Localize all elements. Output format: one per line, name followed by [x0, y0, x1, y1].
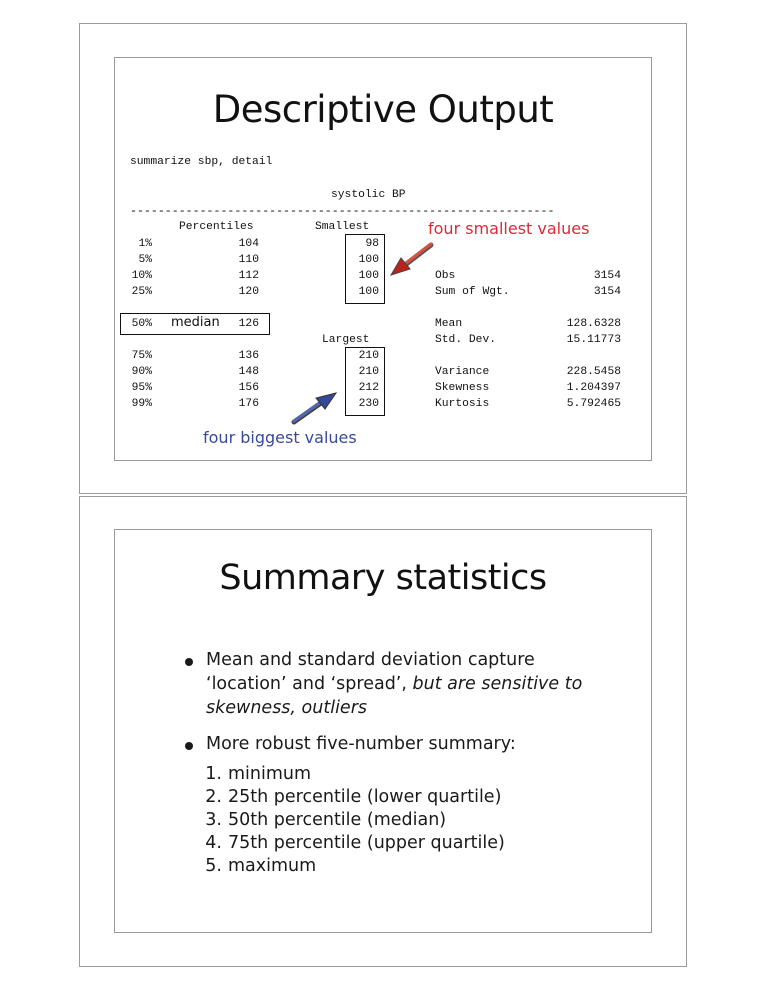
annotation-largest: four biggest values: [203, 428, 357, 447]
smallest-value: 100: [358, 286, 379, 298]
stat-name: Variance: [435, 366, 490, 378]
slide-1: Descriptive Output summarize sbp, detail…: [114, 57, 652, 461]
median-pct-label: 50%: [131, 318, 152, 330]
pct-label: 90%: [131, 366, 152, 378]
stat-value: 15.11773: [566, 334, 621, 346]
pct-value: 120: [238, 286, 259, 298]
stat-value: 228.5458: [566, 366, 621, 378]
smallest-value: 100: [358, 254, 379, 266]
list-item: 25th percentile (lower quartile): [228, 787, 502, 807]
pct-value: 104: [238, 238, 259, 250]
pct-label: 1%: [138, 238, 152, 250]
pct-label: 99%: [131, 398, 152, 410]
bullet-icon: [185, 742, 193, 750]
largest-value: 230: [358, 398, 379, 410]
list-number: 5.: [205, 856, 222, 876]
bullet-1-line-1: Mean and standard deviation capture: [206, 650, 535, 670]
largest-value: 210: [358, 350, 379, 362]
list-item: minimum: [228, 764, 312, 784]
list-number: 1.: [205, 764, 222, 784]
pct-label: 25%: [131, 286, 152, 298]
list-number: 3.: [205, 810, 222, 830]
pct-value: 110: [238, 254, 259, 266]
pct-label: 75%: [131, 350, 152, 362]
pct-label: 10%: [131, 270, 152, 282]
smallest-value: 98: [365, 238, 379, 250]
largest-value: 212: [358, 382, 379, 394]
slide-title: Descriptive Output: [212, 88, 554, 131]
bullet-2: More robust five-number summary:: [206, 734, 516, 754]
red-arrow-icon: [389, 242, 434, 276]
stata-command: summarize sbp, detail: [130, 156, 273, 168]
stat-name: Sum of Wgt.: [435, 286, 510, 298]
bullet-1: Mean and standard deviation capture ‘loc…: [206, 648, 626, 720]
list-number: 2.: [205, 787, 222, 807]
list-item: 50th percentile (median): [228, 810, 447, 830]
stat-name: Obs: [435, 270, 456, 282]
list-item: 75th percentile (upper quartile): [228, 833, 505, 853]
stat-value: 3154: [593, 270, 621, 282]
slide-2: Summary statistics Mean and standard dev…: [114, 529, 652, 933]
stat-value: 1.204397: [566, 382, 621, 394]
pct-value: 176: [238, 398, 259, 410]
stat-value: 5.792465: [566, 398, 621, 410]
bullet-1-line-2-italic: but are sensitive to: [412, 674, 583, 694]
stat-name: Kurtosis: [435, 398, 490, 410]
pct-label: 5%: [138, 254, 152, 266]
stat-name: Mean: [435, 318, 463, 330]
pct-value: 112: [238, 270, 259, 282]
median-label: median: [171, 315, 220, 330]
bullet-1-line-2: ‘location’ and ‘spread’, but are sensiti…: [206, 672, 626, 696]
bullet-1-line-3: skewness, outliers: [206, 698, 368, 718]
smallest-value: 100: [358, 270, 379, 282]
list-item: maximum: [228, 856, 317, 876]
pct-value: 148: [238, 366, 259, 378]
list-number: 4.: [205, 833, 222, 853]
median-value: 126: [238, 318, 259, 330]
pct-label: 95%: [131, 382, 152, 394]
pct-value: 136: [238, 350, 259, 362]
median-box: [120, 313, 270, 335]
header-largest: Largest: [322, 334, 370, 346]
stat-value: 3154: [593, 286, 621, 298]
largest-value: 210: [358, 366, 379, 378]
header-smallest: Smallest: [315, 221, 370, 233]
smallest-values-box: [345, 234, 385, 304]
largest-values-box: [345, 347, 385, 416]
pct-value: 156: [238, 382, 259, 394]
stat-name: Std. Dev.: [435, 334, 497, 346]
stat-value: 128.6328: [566, 318, 621, 330]
variable-label: systolic BP: [331, 189, 406, 201]
header-percentiles: Percentiles: [179, 221, 254, 233]
separator-line: ----------------------------------------…: [130, 205, 555, 218]
bullet-icon: [185, 658, 193, 666]
bullet-1-line-2-normal: ‘location’ and ‘spread’,: [206, 674, 413, 694]
blue-arrow-icon: [291, 392, 338, 425]
annotation-arrows: [291, 242, 434, 425]
stat-name: Skewness: [435, 382, 490, 394]
annotation-smallest: four smallest values: [428, 219, 590, 238]
slide-title: Summary statistics: [219, 558, 547, 598]
